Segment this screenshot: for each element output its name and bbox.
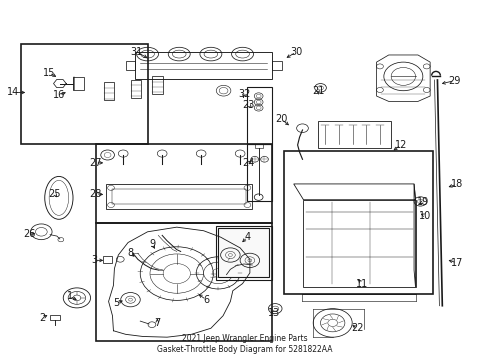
Text: 31: 31: [131, 47, 143, 57]
Bar: [21, 44, 147, 144]
Text: 21: 21: [312, 86, 324, 96]
Bar: [103, 256, 112, 263]
Text: 12: 12: [395, 140, 407, 150]
Text: 13: 13: [268, 308, 280, 318]
Bar: [247, 144, 272, 202]
Text: 6: 6: [203, 295, 209, 305]
Text: 9: 9: [149, 239, 155, 249]
Bar: [135, 52, 272, 79]
Bar: [74, 77, 84, 90]
Text: 25: 25: [49, 189, 61, 199]
Bar: [152, 76, 163, 94]
Text: 30: 30: [290, 47, 302, 57]
Text: 11: 11: [356, 279, 368, 289]
Bar: [104, 82, 115, 100]
Text: 22: 22: [351, 323, 363, 333]
Bar: [112, 189, 246, 204]
Bar: [97, 223, 272, 341]
Text: 20: 20: [275, 114, 288, 124]
Text: 4: 4: [245, 232, 250, 242]
Bar: [106, 184, 252, 208]
Bar: [97, 144, 272, 223]
Text: 26: 26: [24, 229, 36, 239]
Bar: [284, 152, 433, 294]
Text: 2: 2: [40, 312, 46, 323]
Bar: [255, 144, 263, 148]
Bar: [125, 62, 135, 70]
Text: 18: 18: [451, 179, 463, 189]
Text: 23: 23: [243, 100, 255, 110]
Bar: [218, 228, 270, 277]
Bar: [247, 87, 272, 144]
Text: 2021 Jeep Wrangler Engine Parts
Gasket-Throttle Body Diagram for 5281822AA: 2021 Jeep Wrangler Engine Parts Gasket-T…: [157, 334, 333, 354]
Text: 14: 14: [7, 87, 20, 98]
Text: 29: 29: [448, 76, 461, 86]
Bar: [216, 226, 272, 280]
Text: 24: 24: [243, 158, 255, 168]
Text: 10: 10: [419, 211, 431, 221]
Text: 8: 8: [127, 248, 134, 258]
Text: 7: 7: [154, 318, 160, 328]
Bar: [318, 121, 391, 148]
Text: 19: 19: [416, 197, 429, 207]
Text: 32: 32: [238, 89, 250, 99]
Text: 17: 17: [451, 258, 463, 268]
Bar: [50, 315, 60, 320]
Text: 5: 5: [113, 298, 119, 308]
Bar: [130, 80, 141, 98]
Text: 28: 28: [89, 189, 101, 199]
Bar: [272, 62, 282, 70]
Text: 15: 15: [43, 68, 55, 78]
Text: 16: 16: [53, 90, 65, 100]
Text: 27: 27: [89, 158, 101, 168]
Text: 3: 3: [91, 255, 97, 265]
Text: 1: 1: [67, 291, 73, 301]
